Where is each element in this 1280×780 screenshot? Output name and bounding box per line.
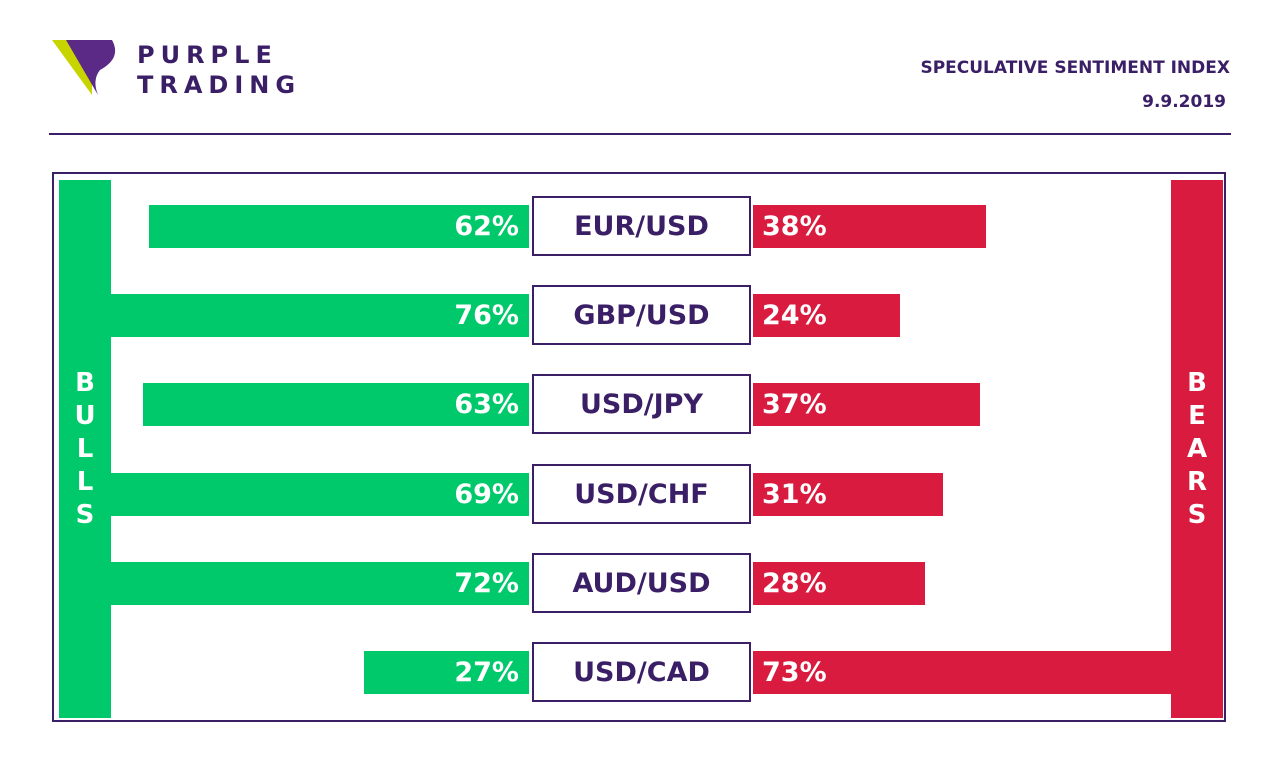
purple-trading-logo (52, 40, 116, 95)
currency-pair-label: AUD/USD (532, 553, 751, 613)
bears-value-label: 73% (762, 657, 827, 688)
brand-name: PURPLE TRADING (137, 41, 302, 99)
bulls-value-label: 76% (454, 300, 519, 331)
report-date: 9.9.2019 (1142, 92, 1226, 112)
bears-value-label: 31% (762, 479, 827, 510)
currency-pair-label: EUR/USD (532, 196, 751, 256)
logo-purple-shape (66, 40, 116, 95)
bears-bar (753, 473, 943, 516)
bulls-value-label: 63% (454, 389, 519, 420)
bulls-side-panel: B U L L S (59, 180, 111, 718)
bulls-bar (63, 294, 529, 337)
bulls-value-label: 69% (454, 479, 519, 510)
bulls-bar (106, 473, 529, 516)
chart-frame (52, 172, 1226, 722)
bears-bar (753, 205, 986, 248)
bulls-value-label: 62% (454, 211, 519, 242)
bears-side-panel: B E A R S (1171, 180, 1223, 718)
bears-bar (753, 294, 900, 337)
bears-bar (753, 562, 925, 605)
bears-value-label: 37% (762, 389, 827, 420)
currency-pair-label: USD/CHF (532, 464, 751, 524)
header-divider (49, 133, 1231, 135)
bears-value-label: 38% (762, 211, 827, 242)
currency-pair-label: USD/JPY (532, 374, 751, 434)
bears-bar (753, 383, 980, 426)
bulls-bar (88, 562, 529, 605)
page-title: SPECULATIVE SENTIMENT INDEX (920, 58, 1230, 78)
bears-value-label: 24% (762, 300, 827, 331)
bears-bar (753, 651, 1201, 694)
currency-pair-label: USD/CAD (532, 642, 751, 702)
bulls-value-label: 27% (454, 657, 519, 688)
bulls-bar (363, 651, 529, 694)
bulls-bar (149, 205, 529, 248)
bulls-value-label: 72% (454, 568, 519, 599)
bears-value-label: 28% (762, 568, 827, 599)
bulls-label: B U L L S (74, 367, 96, 530)
bulls-bar (143, 383, 529, 426)
bears-label: B E A R S (1186, 367, 1208, 530)
currency-pair-label: GBP/USD (532, 285, 751, 345)
